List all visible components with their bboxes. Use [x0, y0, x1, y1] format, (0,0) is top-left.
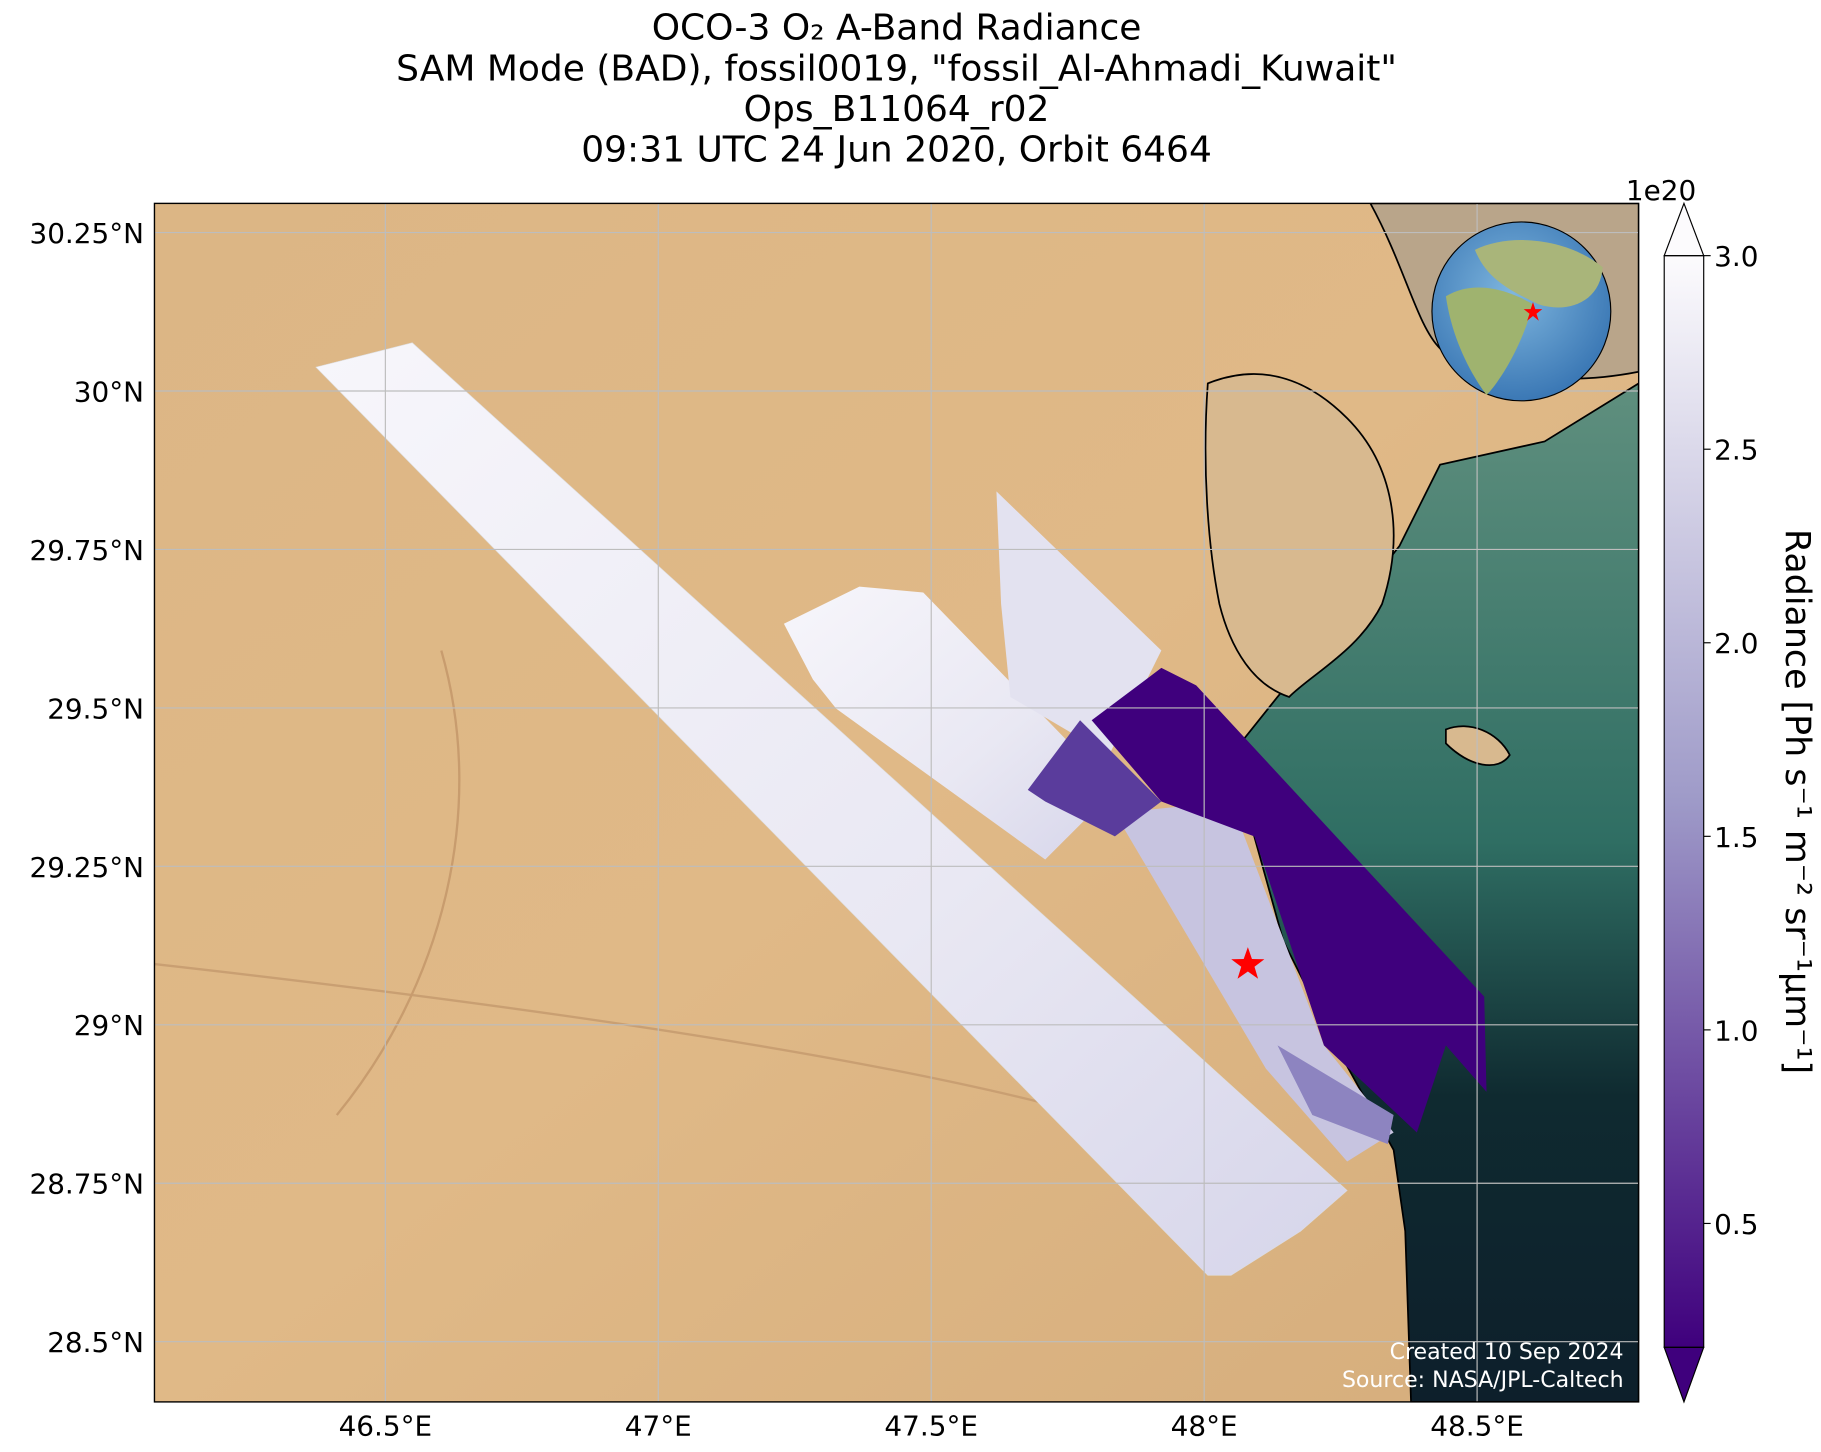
colorbar-extend-top [1663, 201, 1705, 257]
x-tick-label: 48°E [1171, 1410, 1238, 1443]
colorbar-tick-label: 1.5 [1714, 821, 1758, 854]
colorbar-label: Radiance [Ph s⁻¹ m⁻² sr⁻¹μm⁻¹] [1777, 529, 1817, 1074]
plot-frame [153, 202, 1640, 1403]
colorbar-tick-label: 1.0 [1714, 1014, 1758, 1047]
y-tick-label: 28.5°N [47, 1326, 144, 1359]
chart-title: Ops_B11064_r02 [744, 89, 1050, 130]
y-tick-label: 28.75°N [29, 1168, 144, 1201]
x-tick-label: 48.5°E [1430, 1410, 1524, 1443]
swath [315, 342, 1487, 1276]
colorbar: 0.5 1.0 1.5 2.0 2.5 3.0 1e20 Radiance [Ph s⁻¹ m… [1626, 174, 1817, 1404]
globe-site-marker [1523, 302, 1543, 321]
y-tick-label: 29°N [74, 1009, 144, 1042]
chart-title: SAM Mode (BAD), fossil0019, "fossil_Al-A… [396, 48, 1397, 89]
site-marker [1231, 947, 1265, 979]
colorbar-body [1664, 255, 1704, 1348]
y-tick-label: 29.5°N [47, 692, 144, 725]
x-tick-label: 47°E [625, 1410, 692, 1443]
x-tick-label: 47.5°E [884, 1410, 978, 1443]
colorbar-tick-label: 2.5 [1714, 434, 1758, 467]
colorbar-tick-label: 3.0 [1714, 240, 1758, 273]
y-tick-label: 29.75°N [29, 534, 144, 567]
colorbar-tick-label: 2.0 [1714, 627, 1758, 660]
colorbar-exponent: 1e20 [1626, 174, 1696, 207]
y-tick-label: 30°N [74, 375, 144, 408]
colorbar-frame [1663, 255, 1705, 1348]
axes: 46.5°E 47°E 47.5°E 48°E 48.5°E 28.5°N 28.75°N 2… [29, 217, 1523, 1443]
y-tick-label: 29.25°N [29, 851, 144, 884]
y-tick-label: 30.25°N [29, 217, 144, 250]
credit: Created 10 Sep 2024 [1390, 1340, 1624, 1365]
chart-title: OCO-3 O₂ A-Band Radiance [652, 8, 1142, 49]
colorbar-tick-label: 0.5 [1714, 1208, 1758, 1241]
colorbar-extend-bottom [1663, 1346, 1705, 1404]
credit: Source: NASA/JPL-Caltech [1342, 1368, 1624, 1393]
chart-title: 09:31 UTC 24 Jun 2020, Orbit 6464 [581, 130, 1212, 171]
x-tick-label: 46.5°E [339, 1410, 433, 1443]
grid [154, 203, 1639, 1402]
globe-inset [1431, 221, 1612, 402]
